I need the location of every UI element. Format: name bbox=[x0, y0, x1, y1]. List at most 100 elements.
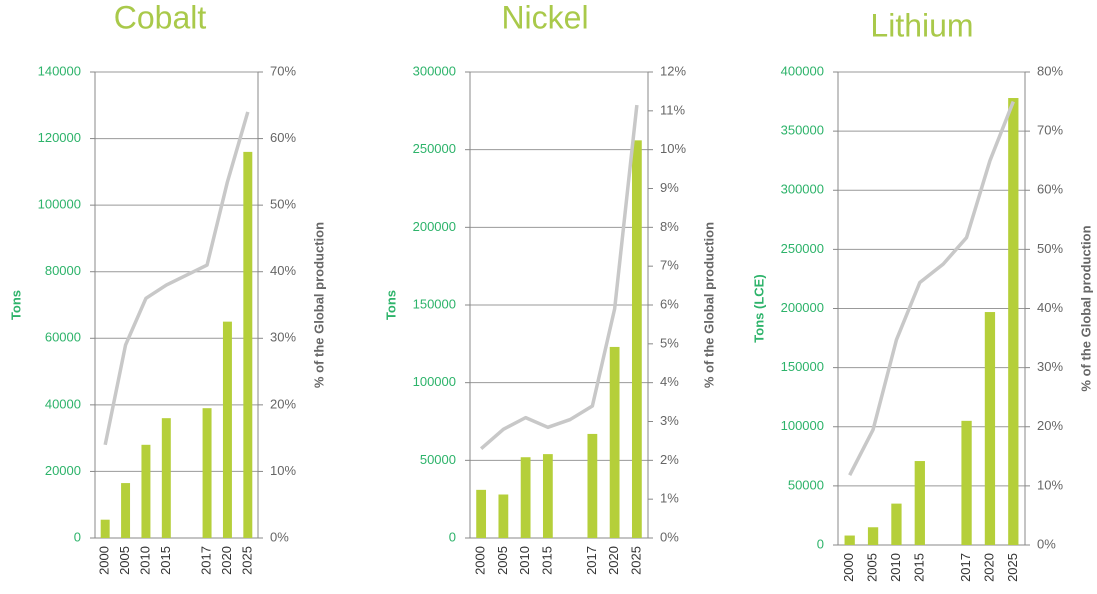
y2-tick-label: 4% bbox=[660, 374, 679, 389]
y-tick-label: 200000 bbox=[781, 300, 824, 315]
y2-tick-label: 10% bbox=[660, 141, 686, 156]
y2-tick-label: 70% bbox=[1037, 123, 1063, 138]
y-tick-label: 120000 bbox=[38, 130, 81, 145]
y-tick-label: 300000 bbox=[781, 182, 824, 197]
y2-tick-label: 40% bbox=[1037, 300, 1063, 315]
chart-title: Cobalt bbox=[114, 0, 207, 35]
y-axis-title: Tons bbox=[383, 290, 398, 320]
y2-tick-label: 3% bbox=[660, 413, 679, 428]
y2-tick-label: 60% bbox=[1037, 182, 1063, 197]
y-tick-label: 100000 bbox=[413, 374, 456, 389]
bar bbox=[202, 408, 212, 538]
x-tick-label: 2017 bbox=[958, 553, 973, 582]
bar bbox=[1008, 98, 1019, 545]
x-tick-label: 2000 bbox=[473, 546, 488, 575]
y2-tick-label: 20% bbox=[1037, 418, 1063, 433]
y2-tick-label: 0% bbox=[660, 529, 679, 544]
x-tick-label: 2017 bbox=[199, 546, 214, 575]
bar bbox=[161, 418, 171, 538]
y2-tick-label: 30% bbox=[270, 330, 296, 345]
y2-tick-label: 20% bbox=[270, 396, 296, 411]
y2-axis-title: % of the Global production bbox=[311, 222, 326, 388]
x-tick-label: 2025 bbox=[628, 546, 643, 575]
bar bbox=[141, 444, 151, 538]
x-tick-label: 2017 bbox=[584, 546, 599, 575]
bar bbox=[631, 140, 642, 538]
y2-axis-title: % of the Global production bbox=[1078, 225, 1093, 391]
y-tick-label: 100000 bbox=[781, 418, 824, 433]
bar bbox=[542, 454, 553, 538]
x-tick-label: 2010 bbox=[517, 546, 532, 575]
y-tick-label: 150000 bbox=[781, 359, 824, 374]
y-tick-label: 250000 bbox=[413, 141, 456, 156]
x-tick-label: 2005 bbox=[117, 546, 132, 575]
y-tick-label: 40000 bbox=[45, 396, 81, 411]
y2-tick-label: 40% bbox=[270, 263, 296, 278]
y-tick-label: 0 bbox=[817, 536, 824, 551]
y2-tick-label: 10% bbox=[270, 463, 296, 478]
line bbox=[103, 111, 250, 446]
bar bbox=[222, 321, 232, 538]
x-tick-label: 2015 bbox=[158, 546, 173, 575]
y2-tick-label: 5% bbox=[660, 335, 679, 350]
y2-tick-label: 30% bbox=[1037, 359, 1063, 374]
y-axis-title: Tons (LCE) bbox=[751, 274, 766, 342]
bar bbox=[867, 527, 879, 545]
y2-tick-label: 70% bbox=[270, 63, 296, 78]
y-tick-label: 350000 bbox=[781, 123, 824, 138]
y2-tick-label: 60% bbox=[270, 130, 296, 145]
y-tick-label: 140000 bbox=[38, 63, 81, 78]
y-tick-label: 200000 bbox=[413, 219, 456, 234]
x-tick-label: 2015 bbox=[539, 546, 554, 575]
y-tick-label: 150000 bbox=[413, 296, 456, 311]
y2-axis-title: % of the Global production bbox=[701, 222, 716, 388]
y-tick-label: 250000 bbox=[781, 241, 824, 256]
bar bbox=[984, 312, 996, 545]
y2-tick-label: 11% bbox=[660, 102, 685, 117]
bar bbox=[498, 494, 509, 538]
bar bbox=[520, 457, 531, 538]
y2-tick-label: 10% bbox=[1037, 477, 1063, 492]
y2-tick-label: 50% bbox=[1037, 241, 1063, 256]
line bbox=[479, 104, 639, 451]
x-tick-label: 2010 bbox=[888, 553, 903, 582]
x-tick-label: 2000 bbox=[841, 553, 856, 582]
y2-tick-label: 6% bbox=[660, 296, 679, 311]
y-tick-label: 60000 bbox=[45, 330, 81, 345]
bar bbox=[243, 151, 253, 538]
line bbox=[848, 100, 1015, 477]
y-tick-label: 300000 bbox=[413, 63, 456, 78]
y2-tick-label: 0% bbox=[1037, 536, 1056, 551]
y-axis-title: Tons bbox=[8, 290, 23, 320]
x-tick-label: 2025 bbox=[239, 546, 254, 575]
y-tick-label: 0 bbox=[74, 529, 81, 544]
bar bbox=[891, 503, 902, 545]
y2-tick-label: 0% bbox=[270, 529, 289, 544]
x-tick-label: 2020 bbox=[981, 553, 996, 582]
y-tick-label: 400000 bbox=[781, 63, 824, 78]
y-tick-label: 80000 bbox=[45, 263, 81, 278]
x-tick-label: 2020 bbox=[606, 546, 621, 575]
y2-tick-label: 7% bbox=[660, 258, 679, 273]
bar bbox=[100, 519, 110, 538]
chart-title: Lithium bbox=[870, 7, 973, 43]
y2-tick-label: 80% bbox=[1037, 63, 1063, 78]
y2-tick-label: 2% bbox=[660, 452, 679, 467]
y-tick-label: 100000 bbox=[38, 197, 81, 212]
x-tick-label: 2005 bbox=[865, 553, 880, 582]
y-tick-label: 50000 bbox=[788, 477, 824, 492]
y2-tick-label: 9% bbox=[660, 180, 679, 195]
bar bbox=[844, 535, 855, 545]
y-tick-label: 20000 bbox=[45, 463, 81, 478]
y-tick-label: 0 bbox=[449, 529, 456, 544]
y2-tick-label: 50% bbox=[270, 197, 296, 212]
bar bbox=[609, 346, 620, 538]
bar bbox=[587, 433, 598, 538]
x-tick-label: 2020 bbox=[219, 546, 234, 575]
x-tick-label: 2005 bbox=[495, 546, 510, 575]
bar bbox=[476, 489, 487, 538]
bar bbox=[914, 461, 925, 545]
x-tick-label: 2000 bbox=[97, 546, 112, 575]
y2-tick-label: 12% bbox=[660, 63, 686, 78]
